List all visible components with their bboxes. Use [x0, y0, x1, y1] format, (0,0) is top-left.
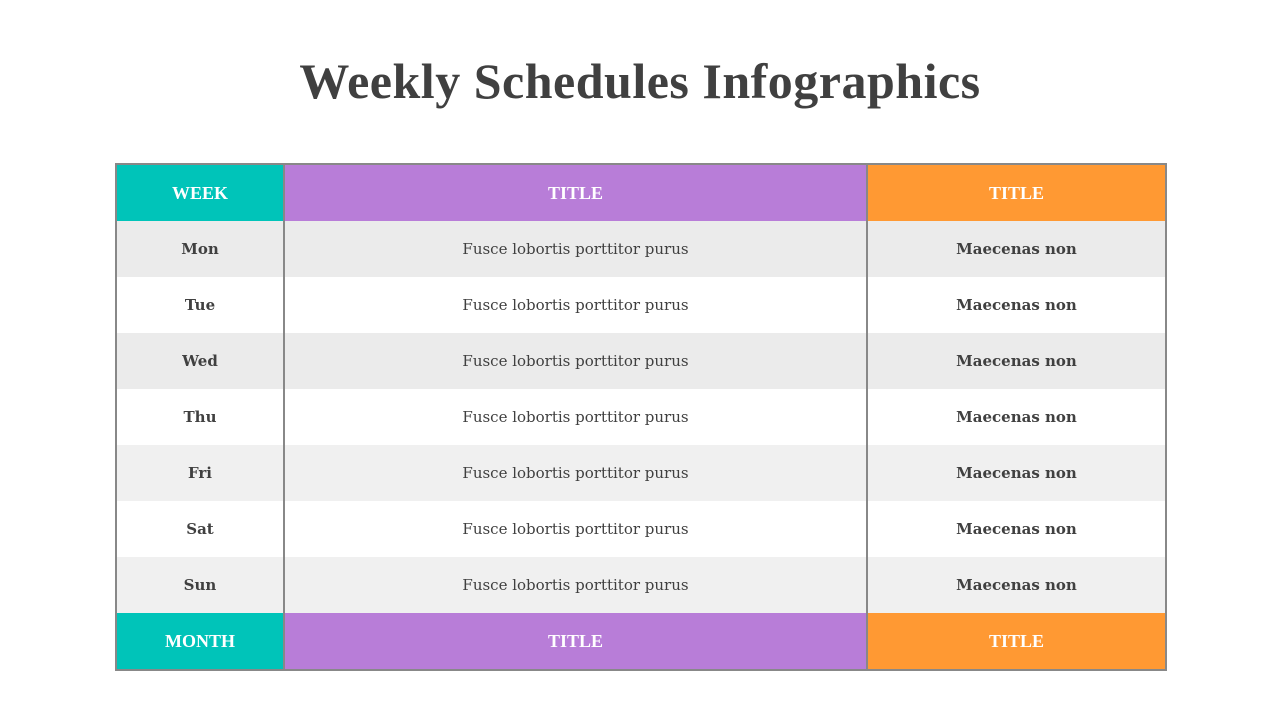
footer-month: MONTH	[117, 613, 285, 669]
header-row: WEEK TITLE TITLE	[117, 165, 1165, 221]
header-title-2: TITLE	[868, 165, 1165, 221]
description-cell: Fusce lobortis porttitor purus	[285, 501, 868, 557]
table-row: Tue Fusce lobortis porttitor purus Maecena…	[117, 277, 1165, 333]
day-cell: Wed	[117, 333, 285, 389]
day-cell: Fri	[117, 445, 285, 501]
page-title: Weekly Schedules Infographics	[299, 53, 981, 109]
note-cell: Maecenas non	[956, 352, 1077, 370]
header-week: WEEK	[117, 165, 285, 221]
footer-title-1: TITLE	[285, 613, 868, 669]
table-row: Wed Fusce lobortis porttitor purus Maecena…	[117, 333, 1165, 389]
schedule-table: WEEK TITLE TITLE Mon Fusce lobortis portt…	[115, 163, 1167, 671]
note-cell: Maecenas non	[956, 520, 1077, 538]
day-cell: Tue	[117, 277, 285, 333]
description-cell: Fusce lobortis porttitor purus	[285, 277, 868, 333]
table-row: Fri Fusce lobortis porttitor purus Maecena…	[117, 445, 1165, 501]
table-row: Sun Fusce lobortis porttitor purus Maecena…	[117, 557, 1165, 613]
day-cell: Thu	[117, 389, 285, 445]
table-row: Mon Fusce lobortis porttitor purus Maecena…	[117, 221, 1165, 277]
description-cell: Fusce lobortis porttitor purus	[285, 445, 868, 501]
description-cell: Fusce lobortis porttitor purus	[285, 389, 868, 445]
day-cell: Mon	[117, 221, 285, 277]
table-row: Sat Fusce lobortis porttitor purus Maecena…	[117, 501, 1165, 557]
description-cell: Fusce lobortis porttitor purus	[285, 333, 868, 389]
description-cell: Fusce lobortis porttitor purus	[285, 557, 868, 613]
day-cell: Sat	[117, 501, 285, 557]
table-row: Thu Fusce lobortis porttitor purus Maecena…	[117, 389, 1165, 445]
note-cell: Maecenas non	[956, 576, 1077, 594]
header-title-1: TITLE	[285, 165, 868, 221]
description-cell: Fusce lobortis porttitor purus	[285, 221, 868, 277]
day-cell: Sun	[117, 557, 285, 613]
footer-title-2: TITLE	[868, 613, 1165, 669]
note-cell: Maecenas non	[956, 408, 1077, 426]
footer-row: MONTH TITLE TITLE	[117, 613, 1165, 669]
note-cell: Maecenas non	[956, 296, 1077, 314]
note-cell: Maecenas non	[956, 464, 1077, 482]
note-cell: Maecenas non	[956, 240, 1077, 258]
